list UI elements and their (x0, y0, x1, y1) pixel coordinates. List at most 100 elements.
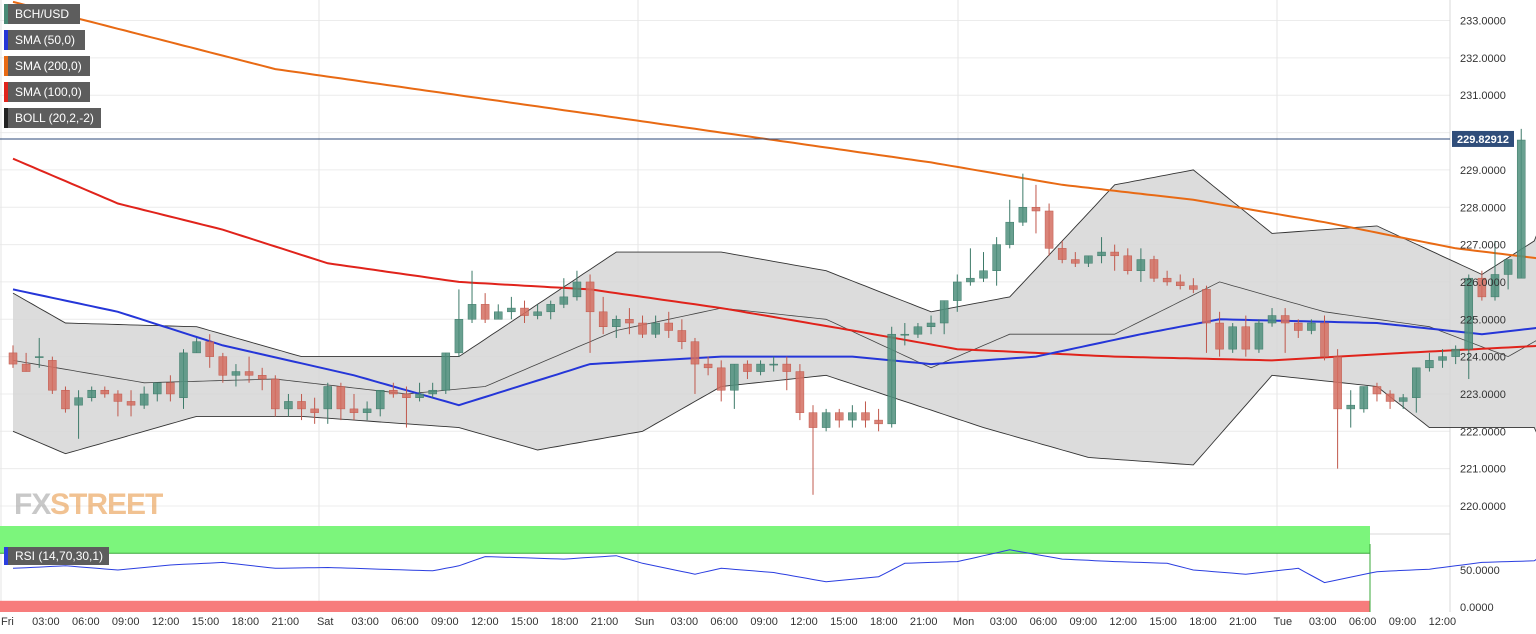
candle (703, 356, 713, 376)
candle-body (139, 393, 149, 406)
candle (992, 237, 1001, 286)
candle (1149, 255, 1159, 282)
candle (507, 296, 516, 320)
candle-body (821, 412, 831, 428)
candle-body (808, 412, 818, 428)
candle-body (244, 371, 254, 376)
candle (1477, 270, 1487, 301)
candle (1202, 285, 1211, 353)
rsi-overbought-zone (0, 526, 1370, 554)
candle (192, 337, 201, 354)
candle (1031, 184, 1041, 234)
candle (375, 389, 385, 417)
sma-50-line (12, 288, 1536, 407)
candle-body (1477, 277, 1487, 298)
candle (1425, 352, 1434, 372)
candle (1438, 349, 1447, 368)
candle (1320, 315, 1329, 361)
candle-body (848, 412, 857, 421)
last-price-line: 229.82912 (0, 130, 1514, 147)
candle-body (1044, 210, 1054, 249)
candlesticks (8, 128, 1526, 495)
x-tick-label: Mon (953, 616, 974, 628)
legend-sma-100-0[interactable]: SMA (100,0) (4, 82, 90, 102)
last-price-label: 229.82912 (1457, 134, 1509, 146)
candle-body (218, 356, 228, 376)
candle-body (1372, 386, 1382, 395)
candle-body (1215, 322, 1224, 350)
candle (74, 390, 83, 439)
candle (61, 386, 70, 413)
candle-body (782, 363, 792, 372)
y-tick-label: 226.0000 (1460, 277, 1506, 289)
x-tick-label: 15:00 (830, 616, 858, 628)
candle (494, 304, 503, 320)
x-tick-label: Sun (635, 616, 655, 628)
candle (166, 375, 175, 402)
candle (926, 315, 936, 335)
candle-body (939, 300, 949, 324)
candle-body (1084, 255, 1093, 264)
candle (480, 293, 490, 324)
legend-boll-20-2-2[interactable]: BOLL (20,2,-2) (4, 108, 101, 128)
x-tick-label: 09:00 (431, 616, 459, 628)
legend-sma-200-0[interactable]: SMA (200,0) (4, 56, 90, 76)
candle (310, 397, 319, 424)
candle-body (1320, 322, 1329, 357)
candle (559, 278, 569, 309)
candle-body (192, 341, 201, 354)
x-tick-label: 15:00 (1149, 616, 1177, 628)
candle-body (297, 401, 306, 410)
candle (743, 360, 752, 380)
candle (1385, 390, 1395, 409)
candle (467, 270, 477, 324)
candle-body (454, 319, 464, 354)
candle-body (664, 322, 673, 331)
candle (861, 401, 870, 428)
candle-body (743, 363, 752, 372)
candle-body (428, 389, 437, 395)
sma-100-line (12, 157, 1536, 362)
candle (638, 315, 647, 338)
candle (1464, 274, 1474, 380)
candle-body (34, 356, 44, 358)
candle (402, 386, 411, 428)
candle (1215, 311, 1224, 357)
candle-body (61, 389, 70, 410)
rsi-oversold-zone (0, 600, 1370, 612)
candle-body (1057, 248, 1067, 260)
legend-bch-usd[interactable]: BCH/USD (4, 4, 80, 24)
legend-sma-50-0[interactable]: SMA (50,0) (4, 30, 85, 50)
candle (716, 360, 726, 402)
candle-body (362, 408, 372, 413)
candle (139, 386, 149, 409)
x-tick-label: 18:00 (551, 616, 579, 628)
candle (1490, 240, 1500, 301)
candle-body (1425, 360, 1434, 369)
candle (1162, 270, 1172, 286)
x-tick-label: 06:00 (710, 616, 738, 628)
candle (1451, 345, 1460, 365)
candle-body (480, 304, 490, 320)
candle (533, 304, 542, 320)
legend-rsi[interactable]: RSI (14,70,30,1) (4, 547, 109, 565)
candle (966, 248, 975, 286)
x-tick-label: 21:00 (272, 616, 300, 628)
candle (1333, 349, 1342, 469)
candle (1503, 259, 1513, 290)
candle-body (1359, 386, 1369, 410)
candle-body (375, 389, 385, 410)
candle-body (441, 352, 451, 391)
candle-body (1175, 281, 1185, 286)
x-tick-label: 03:00 (990, 616, 1018, 628)
candle (900, 323, 910, 346)
x-tick-label: 21:00 (910, 616, 938, 628)
candle-body (979, 270, 988, 279)
candle (913, 323, 923, 338)
candle-body (8, 352, 18, 365)
candle-body (834, 412, 844, 421)
candle (179, 349, 188, 409)
candle (323, 382, 333, 424)
rsi-tick-label: 50.0000 (1460, 565, 1500, 577)
